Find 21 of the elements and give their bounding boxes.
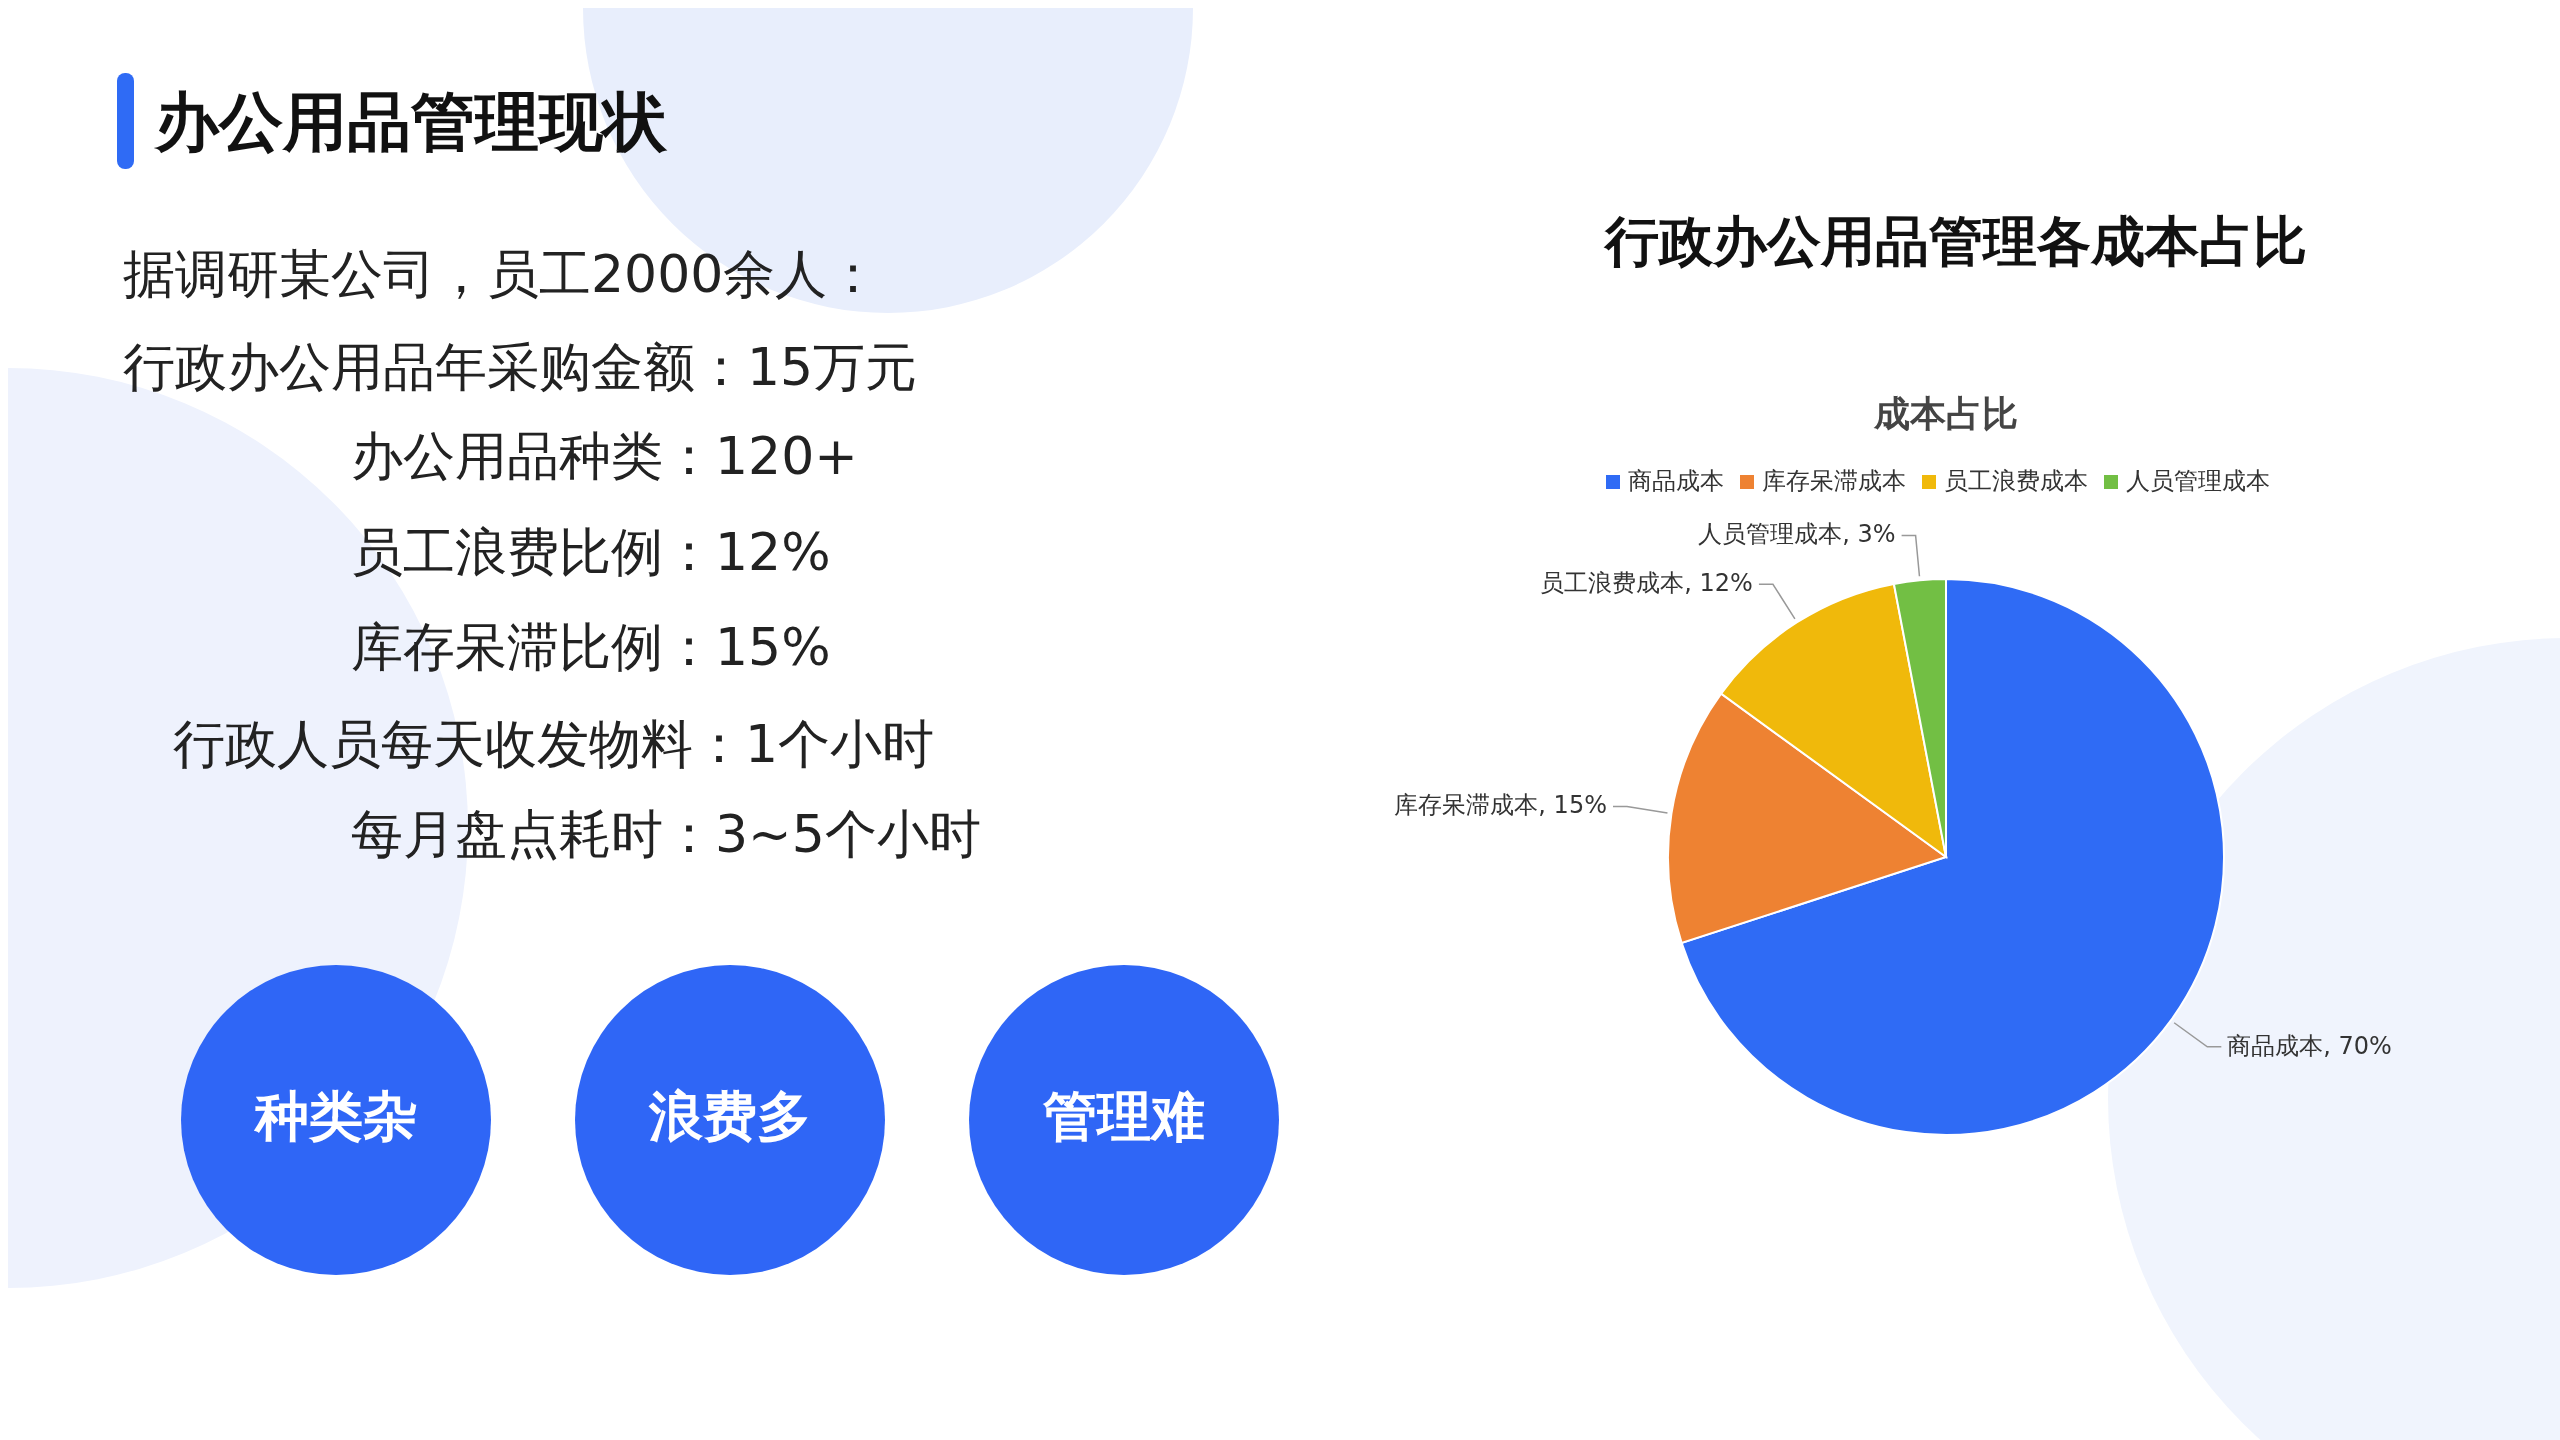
round-badge: 种类杂: [181, 965, 491, 1275]
chart-title: 行政办公用品管理各成本占比: [1603, 209, 2307, 273]
legend-label: 员工浪费成本: [1944, 467, 2088, 495]
legend-label: 商品成本: [1628, 467, 1724, 495]
round-badge: 浪费多: [575, 965, 885, 1275]
data-label: 商品成本, 70%: [2227, 1031, 2392, 1060]
text: 员工浪费比例：12%: [351, 522, 831, 582]
chart-subtitle: 成本占比: [1873, 393, 2018, 434]
data-label: 人员管理成本, 3%: [1698, 520, 1896, 549]
text: 库存呆滞比例：15%: [351, 617, 831, 677]
text: 办公用品管理现状: [153, 84, 668, 159]
legend-label: 人员管理成本: [2126, 467, 2270, 495]
data-label: 员工浪费成本, 12%: [1540, 569, 1753, 598]
data-label: 库存呆滞成本, 15%: [1394, 791, 1607, 820]
text: 行政办公用品年采购金额：15万元: [123, 337, 918, 397]
legend-label: 库存呆滞成本: [1762, 467, 1906, 495]
text: 据调研某公司，员工2000余人：: [123, 244, 880, 304]
text: 每月盘点耗时：3~5个小时: [351, 804, 981, 864]
round-badge: 管理难: [969, 965, 1279, 1275]
text: 行政人员每天收发物料：1个小时: [173, 714, 935, 774]
text: 办公用品种类：120+: [351, 426, 858, 486]
